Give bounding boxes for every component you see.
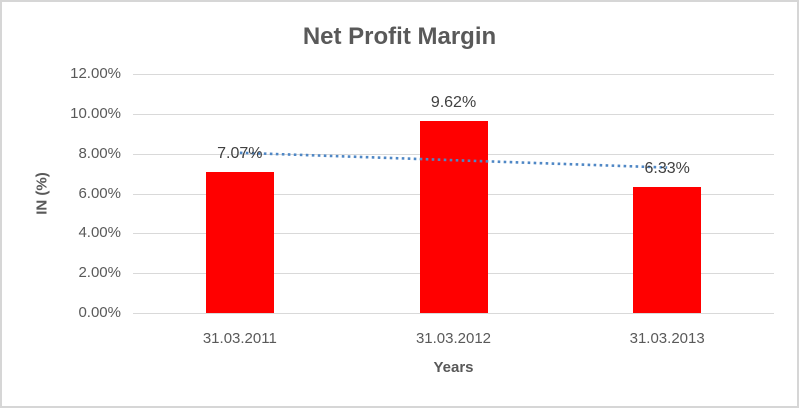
x-tick-label: 31.03.2012 [415,330,492,347]
y-tick-label: 8.00% [78,144,121,162]
plot-area [133,74,774,314]
x-tick-label: 31.03.2013 [629,330,705,347]
y-tick-label: 0.00% [78,304,121,321]
bar-data-label: 7.07% [217,145,263,163]
bar-data-label: 9.62% [430,94,477,112]
x-tick-label: 31.03.2011 [202,330,277,347]
y-tick-label: 10.00% [70,104,121,122]
bar-31.03.2012 [419,121,488,313]
bar-31.03.2013 [633,186,702,313]
bar-data-label: 6.33% [644,159,690,177]
trendline-svg [239,151,668,169]
chart-title: Net Profit Margin [302,23,497,50]
y-tick-label: 6.00% [78,184,121,202]
gridline [133,113,774,115]
y-tick-label: 2.00% [78,264,121,282]
gridline [133,74,774,75]
trendline [239,151,668,169]
gridline [133,313,774,314]
y-tick-label: 4.00% [78,224,121,242]
y-tick-label: 12.00% [70,65,121,82]
bar-31.03.2011 [205,172,274,313]
x-axis-title: Years [433,359,474,376]
